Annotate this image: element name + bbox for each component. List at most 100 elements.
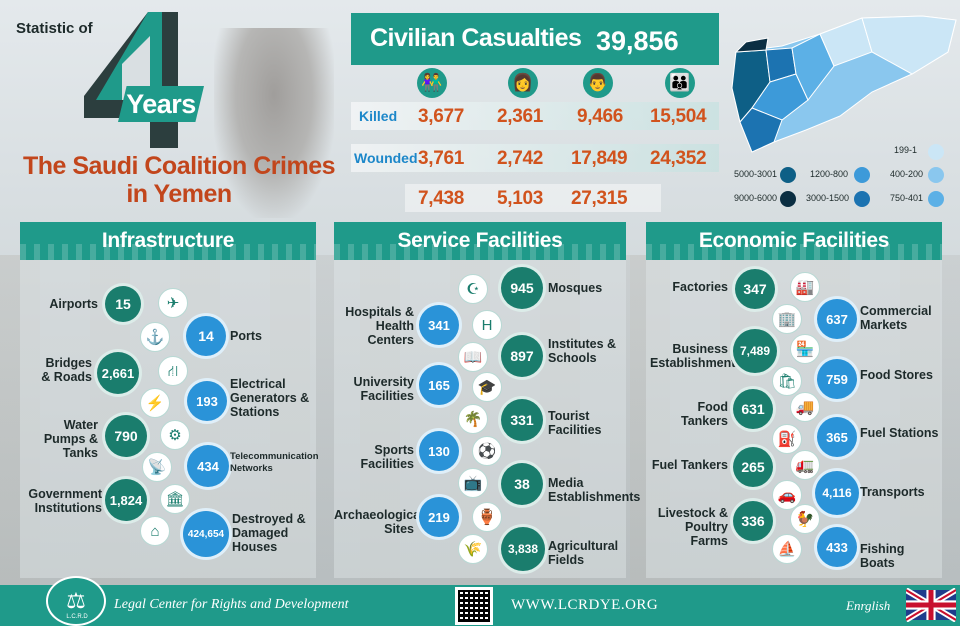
television-icon: 📺 (458, 468, 488, 498)
infrastructure-title: Infrastructure (101, 229, 235, 252)
econ-value-factories: 347 (732, 266, 778, 312)
legend-label-199-1: 199-1 (894, 145, 918, 155)
infra-value-telecom: 434 (184, 442, 232, 490)
killed-label: Killed (359, 108, 398, 124)
service-label-archaeological: Archaeological Sites (334, 508, 424, 536)
infra-value-electrical: 193 (184, 378, 230, 424)
infra-label-electrical: Electrical Generators & Stations (230, 377, 310, 419)
infra-label-houses: Destroyed & Damaged Houses (232, 512, 306, 554)
hospital-icon: H (472, 310, 502, 340)
econ-label-fuel-tankers: Fuel Tankers (651, 458, 728, 472)
yemen-choropleth-map (731, 15, 957, 153)
service-label-tourist: Tourist Facilities (548, 409, 602, 437)
rooster-icon: 🐓 (790, 504, 820, 534)
language-label[interactable]: Enrglish (846, 598, 891, 613)
organization-name: Legal Center for Rights and Development (114, 597, 349, 612)
infrastructure-header: Infrastructure (20, 222, 316, 260)
econ-label-markets: Commercial Markets (860, 304, 932, 332)
uk-flag-icon[interactable] (906, 588, 956, 622)
service-value-tourist: 331 (498, 396, 546, 444)
infra-label-water: Water Pumps & Tanks (43, 418, 98, 460)
econ-label-food-stores: Food Stores (860, 368, 933, 382)
legend-swatch-199-1 (928, 144, 944, 160)
killed-row-band (351, 102, 719, 130)
infra-value-bridges: 2,661 (94, 349, 142, 397)
econ-label-fishing-boats: Fishing Boats (860, 542, 905, 570)
casualties-total: 39,856 (596, 26, 679, 56)
service-value-sports: 130 (416, 428, 462, 474)
killed-women: 2,361 (497, 106, 544, 127)
service-label-agricultural: Agricultural Fields (548, 539, 619, 567)
legend-label-1200-800: 1200-800 (810, 169, 849, 179)
airplane-icon: ✈ (158, 288, 188, 318)
economic-header: Economic Facilities (646, 222, 942, 260)
legend-label-750-401: 750-401 (890, 193, 924, 203)
service-label-mosques: Mosques (548, 281, 603, 295)
casualties-title: Civilian Casualties (370, 24, 582, 52)
food-bag-icon: 🛍 (772, 366, 802, 396)
satellite-dish-icon: 📡 (142, 452, 172, 482)
statistic-of-label: Statistic of (16, 20, 93, 37)
wounded-total: 24,352 (650, 148, 707, 169)
infra-label-ports: Ports (230, 329, 262, 343)
qr-code-icon[interactable] (455, 587, 493, 625)
infra-value-ports: 14 (183, 313, 229, 359)
title-line-2: in Yemen (126, 180, 232, 208)
econ-label-food-tankers: Food Tankers (680, 400, 728, 428)
power-tower-icon: ⚡ (140, 388, 170, 418)
service-label-schools: Institutes & Schools (548, 337, 617, 365)
wounded-men: 17,849 (571, 148, 628, 169)
wounded-children: 3,761 (418, 148, 465, 169)
big-four-graphic (84, 12, 196, 148)
car-icon: 🚗 (772, 480, 802, 510)
econ-label-fuel-stations: Fuel Stations (860, 426, 939, 440)
killed-children: 3,677 (418, 106, 465, 127)
service-title: Service Facilities (397, 229, 563, 252)
legend-swatch-5000-3001 (780, 167, 796, 183)
legend-swatch-3000-1500 (854, 191, 870, 207)
econ-value-business: 7,489 (730, 326, 780, 376)
tanker-truck-icon: 🚚 (790, 392, 820, 422)
shop-icon: 🏪 (790, 334, 820, 364)
service-header: Service Facilities (334, 222, 626, 260)
legend-label-9000-6000: 9000-6000 (734, 193, 778, 203)
infra-value-airports: 15 (102, 283, 144, 325)
scales-of-justice-icon: ⚖ (66, 588, 86, 613)
house-icon: ⌂ (140, 516, 170, 546)
page-title: The Saudi Coalition Crimes in Yemen (14, 152, 344, 208)
econ-value-fuel-stations: 365 (814, 414, 860, 460)
infra-value-government: 1,824 (102, 476, 150, 524)
econ-label-livestock: Livestock & Poultry Farms (657, 506, 728, 548)
book-icon: 📖 (458, 342, 488, 372)
water-pump-icon: ⚙ (160, 420, 190, 450)
wounded-label: Wounded (354, 150, 418, 166)
lcrd-logo: ⚖ (46, 576, 106, 626)
market-building-icon: 🏢 (772, 304, 802, 334)
wounded-row-band (351, 144, 719, 172)
years-label: Years (118, 86, 204, 122)
service-value-hospitals: 341 (416, 302, 462, 348)
service-value-university: 165 (416, 362, 462, 408)
woman-icon: 👩 (508, 68, 538, 98)
casualties-header (351, 13, 719, 65)
total-men: 27,315 (571, 188, 628, 209)
legend-label-3000-1500: 3000-1500 (806, 193, 850, 203)
service-label-sports: Sports Facilities (360, 443, 415, 471)
infra-label-telecom: Telecommunication Networks (230, 451, 319, 474)
service-value-archaeological: 219 (416, 494, 462, 540)
legend-swatch-9000-6000 (780, 191, 796, 207)
service-value-mosques: 945 (498, 264, 546, 312)
service-value-media: 38 (498, 460, 546, 508)
website-link[interactable]: WWW.LCRDYE.ORG (511, 597, 659, 613)
fuel-truck-icon: 🚛 (790, 450, 820, 480)
econ-value-livestock: 336 (730, 498, 776, 544)
legend-swatch-400-200 (928, 167, 944, 183)
legend-swatch-1200-800 (854, 167, 870, 183)
total-children: 7,438 (418, 188, 465, 209)
econ-value-fishing-boats: 433 (814, 524, 860, 570)
service-value-schools: 897 (498, 332, 546, 380)
monument-icon: 🏺 (472, 502, 502, 532)
road-icon: ⛙ (158, 356, 188, 386)
skyline-decoration (20, 244, 316, 260)
mosque-icon: ☪ (458, 274, 488, 304)
